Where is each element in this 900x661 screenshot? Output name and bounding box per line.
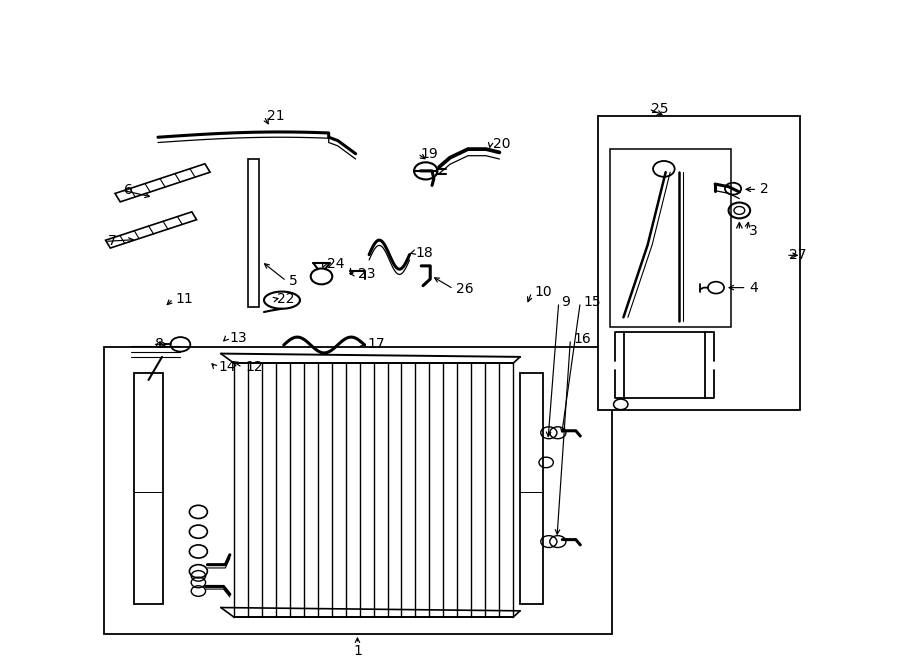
Text: 16: 16 <box>573 332 591 346</box>
Text: 10: 10 <box>535 286 552 299</box>
Bar <box>610 149 732 327</box>
Text: 9: 9 <box>562 295 571 309</box>
Text: 4: 4 <box>749 281 758 295</box>
Text: 8: 8 <box>156 337 164 352</box>
Bar <box>104 347 612 634</box>
Bar <box>520 373 543 604</box>
Text: 24: 24 <box>327 257 345 271</box>
Text: 7: 7 <box>108 235 116 249</box>
Text: 18: 18 <box>416 246 434 260</box>
Text: 11: 11 <box>176 292 194 306</box>
Text: 25: 25 <box>652 102 669 116</box>
Text: 23: 23 <box>358 267 376 281</box>
Text: 6: 6 <box>124 183 132 197</box>
Text: 19: 19 <box>420 147 438 161</box>
Text: 5: 5 <box>289 274 298 288</box>
Text: 13: 13 <box>229 331 247 346</box>
Text: 21: 21 <box>266 109 284 123</box>
Text: 14: 14 <box>218 360 236 374</box>
Text: 12: 12 <box>245 360 263 374</box>
Bar <box>625 332 706 399</box>
Polygon shape <box>115 164 210 202</box>
Text: 1: 1 <box>353 644 362 658</box>
Text: 2: 2 <box>760 182 769 196</box>
Text: 22: 22 <box>276 293 294 307</box>
Text: 27: 27 <box>788 249 806 262</box>
Text: 15: 15 <box>583 295 600 309</box>
Bar <box>134 373 163 604</box>
Bar <box>598 116 800 410</box>
Text: 3: 3 <box>749 224 758 238</box>
Text: 26: 26 <box>456 282 474 296</box>
Polygon shape <box>105 212 196 248</box>
Text: 20: 20 <box>493 137 510 151</box>
Text: 17: 17 <box>367 337 385 352</box>
Bar <box>248 159 259 307</box>
